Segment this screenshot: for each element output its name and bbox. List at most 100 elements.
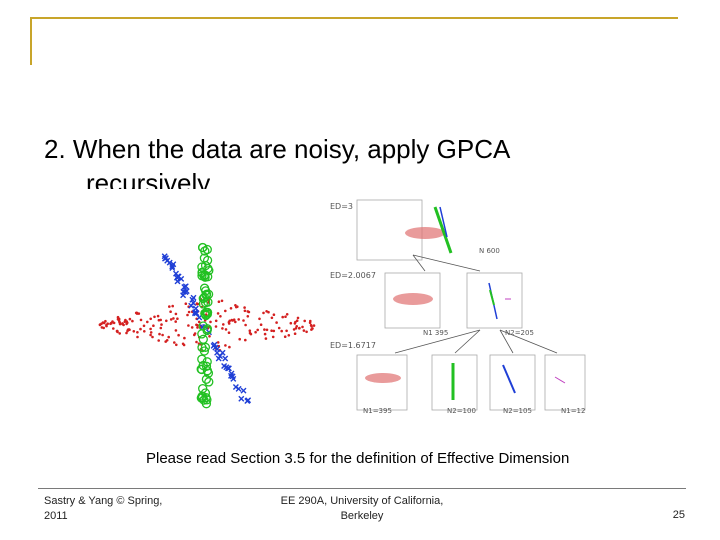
plane-point (128, 317, 132, 321)
node-label-level3-a: N1=395 (363, 407, 392, 415)
plane-point (275, 321, 278, 324)
line1-point (214, 346, 221, 352)
plane-point (220, 299, 224, 303)
plane-point (105, 323, 108, 327)
plane-point (303, 319, 306, 323)
line1-point (162, 255, 168, 262)
plane-point (264, 337, 268, 340)
plane-point (227, 322, 231, 325)
line1-point (174, 278, 181, 285)
line2-point (202, 244, 212, 255)
plane-point (262, 311, 265, 315)
plane-point (295, 325, 298, 328)
plane-point (271, 335, 275, 339)
plane-point (125, 331, 128, 335)
plane-point (149, 317, 152, 321)
plane-point (217, 300, 221, 303)
decorative-top-rule (30, 17, 678, 19)
plane-point (222, 323, 225, 326)
plane-point (142, 324, 146, 328)
plane-point (139, 327, 142, 331)
line1-point (232, 384, 239, 390)
plane-point (302, 329, 306, 332)
plane-point (102, 326, 105, 330)
line2-point (198, 293, 208, 304)
plane-point (224, 309, 227, 313)
plane-point (277, 326, 281, 330)
plane-point (111, 320, 114, 323)
plane-point (305, 330, 308, 334)
line1-point (182, 283, 189, 290)
plane-point (168, 305, 171, 308)
plane-point (183, 336, 186, 340)
plane-point (156, 314, 160, 318)
plane-point (232, 318, 236, 321)
plane-point (131, 319, 134, 323)
plane-point (115, 329, 119, 333)
plane-point (195, 340, 198, 344)
plane-point (238, 337, 241, 341)
plane-point (244, 323, 247, 327)
plane-point (310, 325, 313, 328)
line2-point (200, 246, 210, 256)
plane-point (196, 326, 199, 329)
plane-point (193, 333, 196, 337)
plane-point (259, 323, 263, 326)
plane-point (121, 322, 124, 326)
plane-point (216, 341, 220, 344)
plane-point (169, 310, 172, 313)
panel-level3-b (431, 354, 478, 411)
panel-level2-right-plot (488, 282, 511, 320)
plane-point (209, 320, 212, 324)
plane-point (248, 331, 252, 335)
line2-point (196, 393, 206, 403)
node-label-level3-c: N2=105 (503, 407, 532, 415)
plane-point (181, 342, 185, 346)
plane-point (301, 325, 304, 329)
plane-point (244, 338, 247, 342)
node-label-level2-left: N1 395 (423, 329, 448, 337)
plane-point (280, 329, 283, 333)
plane-point (171, 304, 174, 308)
plane-point (227, 331, 231, 334)
line1-point (219, 349, 226, 356)
plane-point (265, 328, 269, 332)
plane-point (294, 327, 298, 330)
plane-point (204, 313, 208, 316)
plane-point (101, 321, 105, 324)
ed-label-level3: ED=1.6717 (330, 341, 376, 350)
plane-point (153, 315, 156, 319)
page-number: 25 (672, 509, 685, 521)
line1-point (211, 341, 218, 348)
plane-point (187, 310, 191, 314)
slide-title-continued: recursively (86, 168, 211, 189)
plane-point (177, 333, 180, 337)
plane-point (174, 329, 178, 332)
plane-point (161, 333, 164, 337)
plane-point (172, 317, 175, 320)
plane-point (165, 319, 168, 323)
plane-point (151, 335, 154, 339)
line2-point (197, 354, 207, 364)
plane-point (175, 343, 178, 347)
plane-point (214, 319, 218, 323)
plane-point (186, 313, 189, 317)
footer-left-line1: Sastry & Yang © Spring, (44, 495, 163, 507)
plane-point (246, 315, 250, 318)
plane-point (263, 328, 266, 331)
plane-point (208, 335, 211, 338)
line2-point (197, 364, 207, 375)
plane-point (118, 332, 121, 335)
footer-center: EE 290A, University of California, Berke… (262, 494, 462, 524)
plane-point (190, 326, 194, 329)
tree-edge (412, 254, 426, 272)
plane-point (234, 304, 237, 307)
plane-point (228, 345, 231, 349)
plane-point (270, 329, 273, 332)
line1-point (183, 288, 190, 295)
plane-point (135, 311, 139, 315)
plane-point (293, 332, 297, 335)
line1-point (192, 309, 199, 316)
plane-point (173, 341, 176, 344)
plane-point (230, 318, 234, 322)
